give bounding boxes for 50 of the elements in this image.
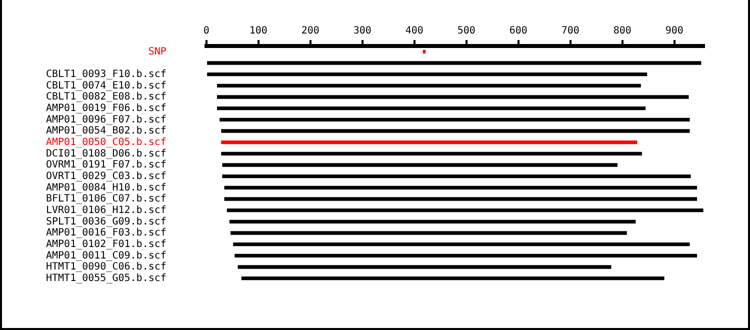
bar [207, 61, 702, 65]
x-tick-label: 400 [405, 26, 424, 37]
bar [241, 276, 664, 280]
y-tick-label: DCI01_0108_D06.b.scf [46, 148, 166, 160]
bar [230, 231, 627, 235]
y-tick-label: LVR01_0106_H12.b.scf [46, 204, 166, 216]
bar [207, 72, 648, 76]
x-tick-label: 100 [249, 26, 268, 37]
y-tick-label: CBLT1_0074_E10.b.scf [46, 80, 166, 92]
bar [217, 95, 689, 99]
y-tick-label: HTMT1_0055_G05.b.scf [46, 272, 166, 284]
bar [217, 106, 646, 110]
x-tick-label: 200 [301, 26, 320, 37]
x-tick-label: 0 [203, 26, 210, 37]
y-tick-label: AMP01_0011_C09.b.scf [46, 250, 166, 262]
bar [234, 254, 698, 258]
y-tick-label: HTMT1_0090_C06.b.scf [46, 262, 166, 273]
x-tick-label: 500 [457, 26, 476, 37]
bar [222, 174, 691, 178]
x-tick-label: 600 [509, 26, 528, 37]
bar [221, 129, 690, 133]
bar [220, 118, 690, 122]
y-tick-label: AMP01_0019_F06.b.scf [46, 102, 166, 114]
bar [238, 265, 612, 269]
x-tick-label: 900 [665, 26, 684, 37]
x-tick-label: 300 [353, 26, 372, 37]
bar [221, 152, 642, 156]
y-tick-label: BFLT1_0106_C07.b.scf [46, 194, 166, 205]
y-tick-label: OVRT1_0029_C03.b.scf [46, 170, 166, 182]
y-tick-label: AMP01_0102_F01.b.scf [46, 238, 166, 250]
x-tick-label: 800 [613, 26, 632, 37]
y-tick-label: AMP01_0096_F07.b.scf [46, 114, 166, 126]
y-tick-label: OVRM1_0191_F07.b.scf [46, 160, 166, 171]
y-tick-label: AMP01_0084_H10.b.scf [46, 182, 166, 194]
bar [221, 140, 638, 144]
bar [226, 208, 704, 212]
y-tick-label: CBLT1_0093_F10.b.scf [46, 68, 166, 80]
y-tick-label: AMP01_0054_B02.b.scf [46, 126, 166, 137]
bar [233, 242, 690, 246]
y-tick-label: CBLT1_0082_E08.b.scf [46, 92, 166, 103]
bar [224, 186, 698, 190]
bar [217, 84, 641, 88]
x-tick-label: 700 [561, 26, 580, 37]
bar [224, 197, 698, 201]
y-tick-label: AMP01_0016_F03.b.scf [46, 228, 166, 239]
y-tick-label: AMP01_0050_C05.b.scf [46, 136, 166, 148]
bar [222, 163, 618, 167]
bar [229, 220, 636, 224]
y-tick-label: SPLT1_0036_G09.b.scf [46, 216, 166, 228]
y-tick-label: SNP [148, 46, 166, 58]
